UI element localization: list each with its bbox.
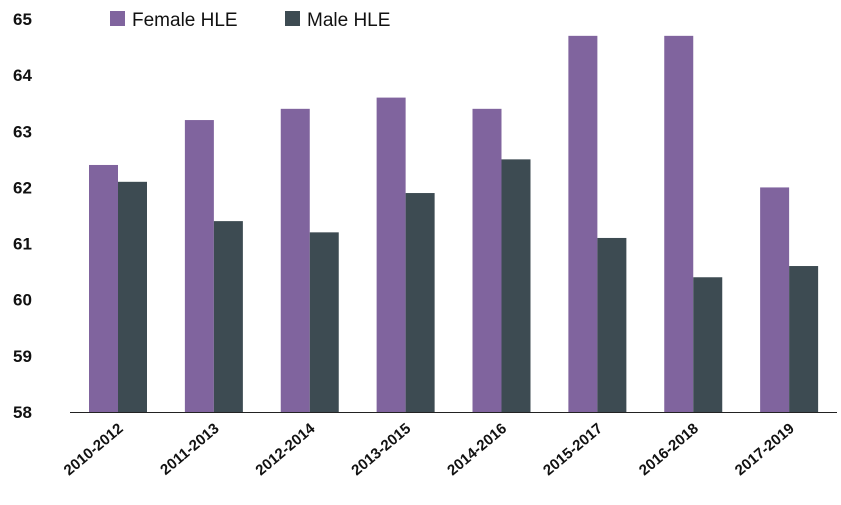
legend: Female HLE Male HLE	[110, 10, 390, 31]
bar-male-2014-2016	[501, 159, 531, 412]
legend-swatch	[110, 11, 125, 26]
y-tick-label: 65	[13, 10, 32, 29]
legend-label: Male HLE	[307, 10, 390, 31]
y-axis: 58 59 60 61 62 63 64 65	[13, 10, 32, 422]
bar-female-2012-2014	[280, 108, 310, 412]
x-axis: 2010-2012 2011-2013 2012-2014 2013-2015 2014…	[61, 420, 798, 480]
bar-female-2015-2017	[568, 35, 598, 412]
bar-female-2014-2016	[472, 108, 502, 412]
x-tick-label: 2013-2015	[348, 420, 414, 479]
x-tick-label: 2012-2014	[252, 420, 318, 480]
y-tick-label: 62	[13, 178, 32, 197]
x-tick-label: 2015-2017	[540, 420, 606, 479]
bar-male-2015-2017	[597, 237, 627, 412]
x-tick-label: 2017-2019	[732, 420, 798, 479]
y-tick-label: 60	[13, 291, 32, 310]
bar-male-2016-2018	[693, 277, 723, 412]
bar-female-2010-2012	[89, 164, 118, 412]
bar-female-2011-2013	[184, 120, 214, 413]
x-tick-label: 2014-2016	[444, 420, 510, 479]
bar-female-2017-2019	[760, 187, 790, 412]
x-tick-label: 2016-2018	[636, 420, 702, 479]
bars	[89, 35, 819, 413]
bar-female-2016-2018	[664, 35, 694, 412]
bar-male-2011-2013	[213, 221, 243, 412]
x-tick-label: 2010-2012	[61, 420, 127, 479]
bar-male-2012-2014	[309, 232, 339, 412]
y-tick-label: 64	[13, 66, 32, 85]
y-tick-label: 58	[13, 403, 32, 422]
legend-swatch	[285, 11, 300, 26]
legend-label: Female HLE	[132, 10, 238, 31]
bar-male-2017-2019	[789, 266, 819, 412]
y-tick-label: 61	[13, 235, 32, 254]
bar-male-2013-2015	[405, 193, 435, 412]
y-tick-label: 63	[13, 122, 32, 141]
y-tick-label: 59	[13, 347, 32, 366]
bar-female-2013-2015	[376, 97, 406, 412]
bar-male-2010-2012	[118, 181, 147, 412]
x-tick-label: 2011-2013	[157, 420, 222, 479]
